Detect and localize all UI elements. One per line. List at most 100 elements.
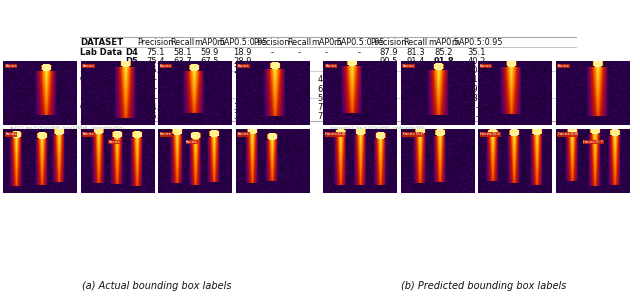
Text: D8: D8 [125,112,138,121]
Text: 82.7: 82.7 [173,112,192,121]
Text: faces: faces [109,140,120,144]
Text: -: - [241,85,244,94]
Text: 82.2: 82.2 [201,103,220,112]
Text: -: - [325,57,328,66]
Text: -: - [325,66,328,75]
Text: 81.3: 81.3 [406,48,425,57]
Text: 40.2: 40.2 [468,57,486,66]
Text: faces 0.8: faces 0.8 [325,132,346,136]
Text: 58.1: 58.1 [173,48,192,57]
Text: Precision: Precision [253,38,290,47]
Text: faces: faces [83,64,95,68]
Text: -: - [442,112,445,121]
Text: -: - [298,66,301,75]
Text: -: - [414,103,417,112]
Text: -: - [442,103,445,112]
Text: 67.5: 67.5 [200,57,220,66]
Text: 17.4: 17.4 [349,94,368,103]
Text: faces 0.3: faces 0.3 [480,132,500,136]
Text: 72.1: 72.1 [290,103,308,112]
Text: D7: D7 [125,103,138,112]
Text: mAP0.5:0.95: mAP0.5:0.95 [216,38,268,47]
Text: -: - [241,94,244,103]
Text: D5: D5 [125,57,138,66]
Text: D6: D6 [125,66,138,75]
Text: 71.0: 71.0 [262,85,281,94]
Text: Combined data: Combined data [80,103,152,112]
Text: 84.8: 84.8 [146,103,164,112]
Text: D3: D3 [125,94,138,103]
Text: 87.9: 87.9 [379,48,398,57]
Text: 84.8: 84.8 [433,75,454,84]
Text: faces 0.7: faces 0.7 [403,132,423,136]
Text: Recall: Recall [171,38,195,47]
Text: (b) Predicted bounding box labels: (b) Predicted bounding box labels [401,281,566,291]
Text: 90.4: 90.4 [406,66,425,75]
Text: -: - [154,75,157,84]
Text: mAP0.5:0.95: mAP0.5:0.95 [451,38,502,47]
Text: faces: faces [160,132,172,136]
Text: -: - [357,66,360,75]
Text: 90.5: 90.5 [435,94,452,103]
Text: -: - [298,48,301,57]
Text: 27.5: 27.5 [349,103,368,112]
Text: D4: D4 [125,48,138,57]
Text: 63.7: 63.7 [173,57,192,66]
Text: -: - [357,57,360,66]
Text: D2: D2 [125,85,138,94]
Text: -: - [181,94,184,103]
Text: 61.0: 61.0 [290,94,308,103]
Text: ab2577_jpg.rf.197a/e9f09...6ec25/f68e8...table/def4c/f40c...: ab2577_jpg.rf.197a/e9f09...6ec25/f68e8..… [10,127,127,130]
Text: 85.3: 85.3 [379,75,398,84]
Text: -: - [181,75,184,84]
Text: Recall: Recall [287,38,311,47]
Text: 81.6: 81.6 [200,112,220,121]
Text: 72.6: 72.6 [290,112,308,121]
Text: 61.8: 61.8 [290,85,308,94]
Text: Precision: Precision [137,38,173,47]
Text: 80.8: 80.8 [262,112,281,121]
Text: 84.7: 84.7 [406,75,425,84]
Text: 72.3: 72.3 [317,112,336,121]
Text: 71.7: 71.7 [317,103,336,112]
Text: 39.6: 39.6 [467,85,486,94]
Text: 27.9: 27.9 [349,112,368,121]
Text: 28.9: 28.9 [233,57,252,66]
Text: 91.9: 91.9 [435,66,452,75]
Text: -: - [387,103,390,112]
Text: -: - [271,57,273,66]
Text: 89.3: 89.3 [379,94,398,103]
Text: 75.4: 75.4 [146,57,164,66]
Text: Precision: Precision [371,38,407,47]
Text: 91.1: 91.1 [433,85,454,94]
Text: 17.6: 17.6 [349,85,368,94]
Text: -: - [414,112,417,121]
Text: 91.8: 91.8 [433,57,454,66]
Text: 91.4: 91.4 [406,57,425,66]
Text: 59.1: 59.1 [317,94,336,103]
Text: -: - [298,57,301,66]
Text: faces: faces [237,64,250,68]
Text: mAP0.5: mAP0.5 [428,38,459,47]
Text: 40.5: 40.5 [468,66,486,75]
Text: -: - [271,48,273,57]
Text: faces: faces [83,132,95,136]
Text: mAP0.5: mAP0.5 [311,38,342,47]
Text: -: - [154,85,157,94]
Text: 85.2: 85.2 [435,48,453,57]
Text: D1: D1 [125,75,138,84]
Text: 31.2: 31.2 [468,75,486,84]
Text: 33.0: 33.0 [233,103,252,112]
Text: -: - [209,75,211,84]
Text: 80.6: 80.6 [262,103,281,112]
Text: 66.8: 66.8 [200,66,220,75]
Text: -: - [209,94,211,103]
Text: 81.5: 81.5 [173,103,192,112]
Text: 32.8: 32.8 [233,112,252,121]
Text: 90.5: 90.5 [380,57,397,66]
Text: 75.9: 75.9 [146,66,164,75]
Text: 41.4: 41.4 [317,75,336,84]
Text: faces 0.8: faces 0.8 [557,132,578,136]
Text: 60.4: 60.4 [262,75,281,84]
Text: faces: faces [403,64,415,68]
